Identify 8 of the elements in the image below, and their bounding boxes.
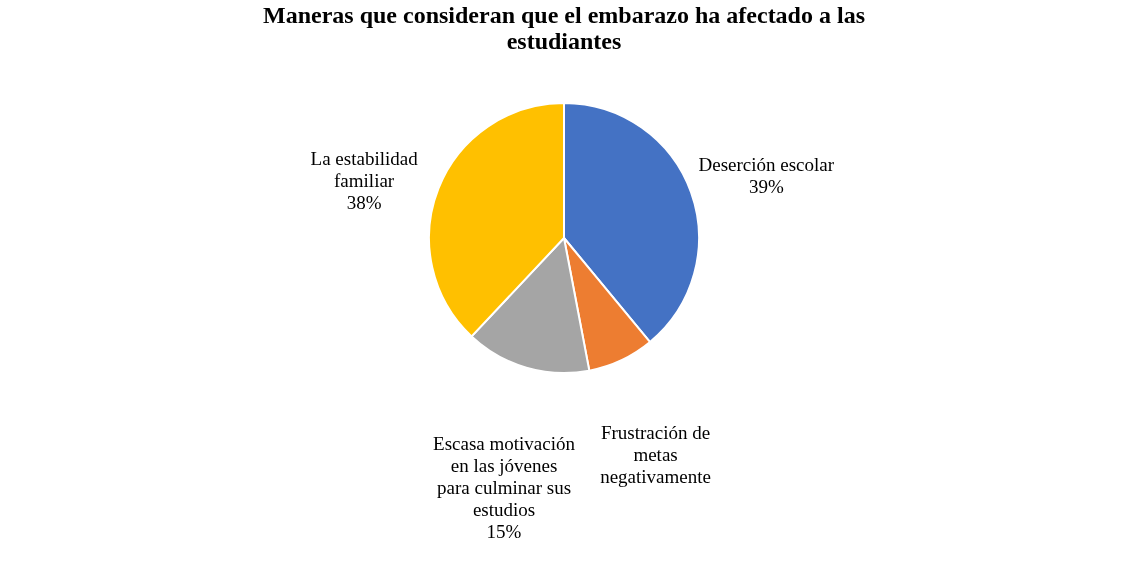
chart-title: Maneras que consideran que el embarazo ha afectado a las estudiantes xyxy=(263,2,865,54)
slice-label: Escasa motivación en las jóvenes para culminar sus estudios xyxy=(433,433,576,521)
data-label: 38% xyxy=(346,191,382,213)
slice-label: La estabilidad familiar xyxy=(310,147,419,191)
data-label: 39% xyxy=(748,176,784,198)
slice-label: Deserción escolar xyxy=(698,154,835,176)
data-label: 15% xyxy=(486,521,522,543)
slice-label: Frustración de metas negativamente xyxy=(600,421,711,487)
